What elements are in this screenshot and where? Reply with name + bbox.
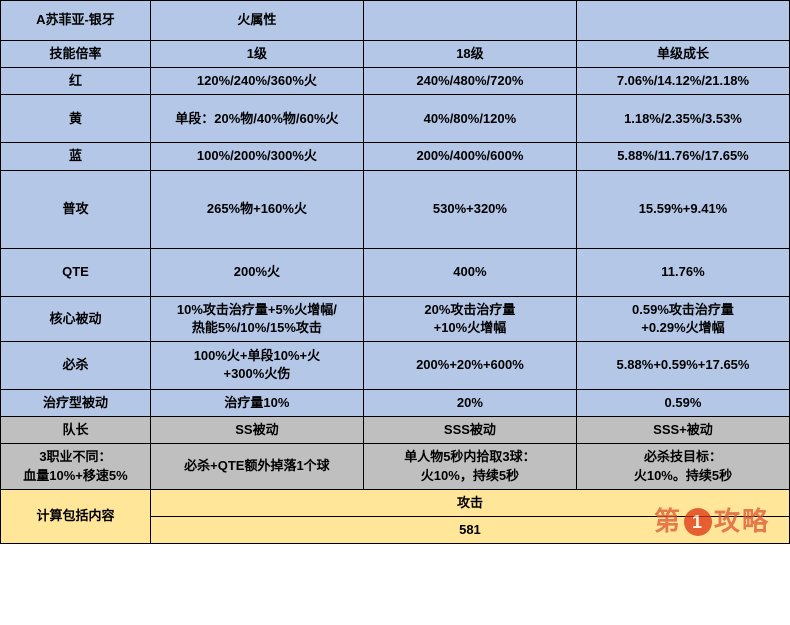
- skill-lv18: 20%: [363, 389, 576, 416]
- col-skill-rate: 技能倍率: [1, 41, 151, 68]
- leader-col1: SS被动: [150, 417, 363, 444]
- skill-label: 治疗型被动: [1, 389, 151, 416]
- skill-row-red: 红 120%/240%/360%火 240%/480%/720% 7.06%/1…: [1, 68, 790, 95]
- skill-table: A苏菲亚-银牙 火属性 技能倍率 1级 18级 单级成长 红 120%/240%…: [0, 0, 790, 544]
- skill-growth: 7.06%/14.12%/21.18%: [576, 68, 789, 95]
- calc-attack: 攻击: [150, 489, 789, 516]
- skill-lv18: 200%/400%/600%: [363, 143, 576, 170]
- skill-lv18: 240%/480%/720%: [363, 68, 576, 95]
- skill-growth: 5.88%+0.59%+17.65%: [576, 341, 789, 389]
- leader-cell0: 3职业不同：血量10%+移速5%: [1, 444, 151, 489]
- col-lv18: 18级: [363, 41, 576, 68]
- skill-label: 核心被动: [1, 296, 151, 341]
- skill-growth: 11.76%: [576, 248, 789, 296]
- blank-cell: [363, 1, 576, 41]
- skill-row-blue: 蓝 100%/200%/300%火 200%/400%/600% 5.88%/1…: [1, 143, 790, 170]
- leader-col3: SSS+被动: [576, 417, 789, 444]
- skill-lv1: 265%物+160%火: [150, 170, 363, 248]
- skill-growth: 0.59%攻击治疗量+0.29%火增幅: [576, 296, 789, 341]
- skill-lv1: 单段：20%物/40%物/60%火: [150, 95, 363, 143]
- skill-lv18: 400%: [363, 248, 576, 296]
- char-name: A苏菲亚-银牙: [1, 1, 151, 41]
- leader-cell3: 必杀技目标：火10%。持续5秒: [576, 444, 789, 489]
- col-growth: 单级成长: [576, 41, 789, 68]
- skill-label: 必杀: [1, 341, 151, 389]
- skill-lv1: 100%火+单段10%+火+300%火伤: [150, 341, 363, 389]
- leader-col2: SSS被动: [363, 417, 576, 444]
- column-header-row: 技能倍率 1级 18级 单级成长: [1, 41, 790, 68]
- skill-row-ult: 必杀 100%火+单段10%+火+300%火伤 200%+20%+600% 5.…: [1, 341, 790, 389]
- skill-row-core: 核心被动 10%攻击治疗量+5%火增幅/热能5%/10%/15%攻击 20%攻击…: [1, 296, 790, 341]
- char-attr: 火属性: [150, 1, 363, 41]
- skill-lv18: 200%+20%+600%: [363, 341, 576, 389]
- skill-lv18: 20%攻击治疗量+10%火增幅: [363, 296, 576, 341]
- skill-label: 黄: [1, 95, 151, 143]
- skill-growth: 5.88%/11.76%/17.65%: [576, 143, 789, 170]
- skill-lv18: 530%+320%: [363, 170, 576, 248]
- skill-label: 蓝: [1, 143, 151, 170]
- skill-lv1: 120%/240%/360%火: [150, 68, 363, 95]
- skill-row-basic: 普攻 265%物+160%火 530%+320% 15.59%+9.41%: [1, 170, 790, 248]
- skill-lv1: 10%攻击治疗量+5%火增幅/热能5%/10%/15%攻击: [150, 296, 363, 341]
- calc-row-1: 计算包括内容 攻击: [1, 489, 790, 516]
- skill-row-qte: QTE 200%火 400% 11.76%: [1, 248, 790, 296]
- blank-cell: [576, 1, 789, 41]
- skill-row-heal: 治疗型被动 治疗量10% 20% 0.59%: [1, 389, 790, 416]
- skill-label: 普攻: [1, 170, 151, 248]
- skill-lv1: 200%火: [150, 248, 363, 296]
- skill-row-yellow: 黄 单段：20%物/40%物/60%火 40%/80%/120% 1.18%/2…: [1, 95, 790, 143]
- skill-label: QTE: [1, 248, 151, 296]
- leader-col0: 队长: [1, 417, 151, 444]
- leader-data-row: 3职业不同：血量10%+移速5% 必杀+QTE额外掉落1个球 单人物5秒内拾取3…: [1, 444, 790, 489]
- title-row: A苏菲亚-银牙 火属性: [1, 1, 790, 41]
- leader-header-row: 队长 SS被动 SSS被动 SSS+被动: [1, 417, 790, 444]
- skill-growth: 0.59%: [576, 389, 789, 416]
- skill-lv1: 治疗量10%: [150, 389, 363, 416]
- leader-cell2: 单人物5秒内拾取3球：火10%，持续5秒: [363, 444, 576, 489]
- calc-label: 计算包括内容: [1, 489, 151, 543]
- skill-lv1: 100%/200%/300%火: [150, 143, 363, 170]
- skill-lv18: 40%/80%/120%: [363, 95, 576, 143]
- calc-value: 581: [150, 516, 789, 543]
- leader-cell1: 必杀+QTE额外掉落1个球: [150, 444, 363, 489]
- skill-growth: 1.18%/2.35%/3.53%: [576, 95, 789, 143]
- skill-growth: 15.59%+9.41%: [576, 170, 789, 248]
- skill-label: 红: [1, 68, 151, 95]
- col-lv1: 1级: [150, 41, 363, 68]
